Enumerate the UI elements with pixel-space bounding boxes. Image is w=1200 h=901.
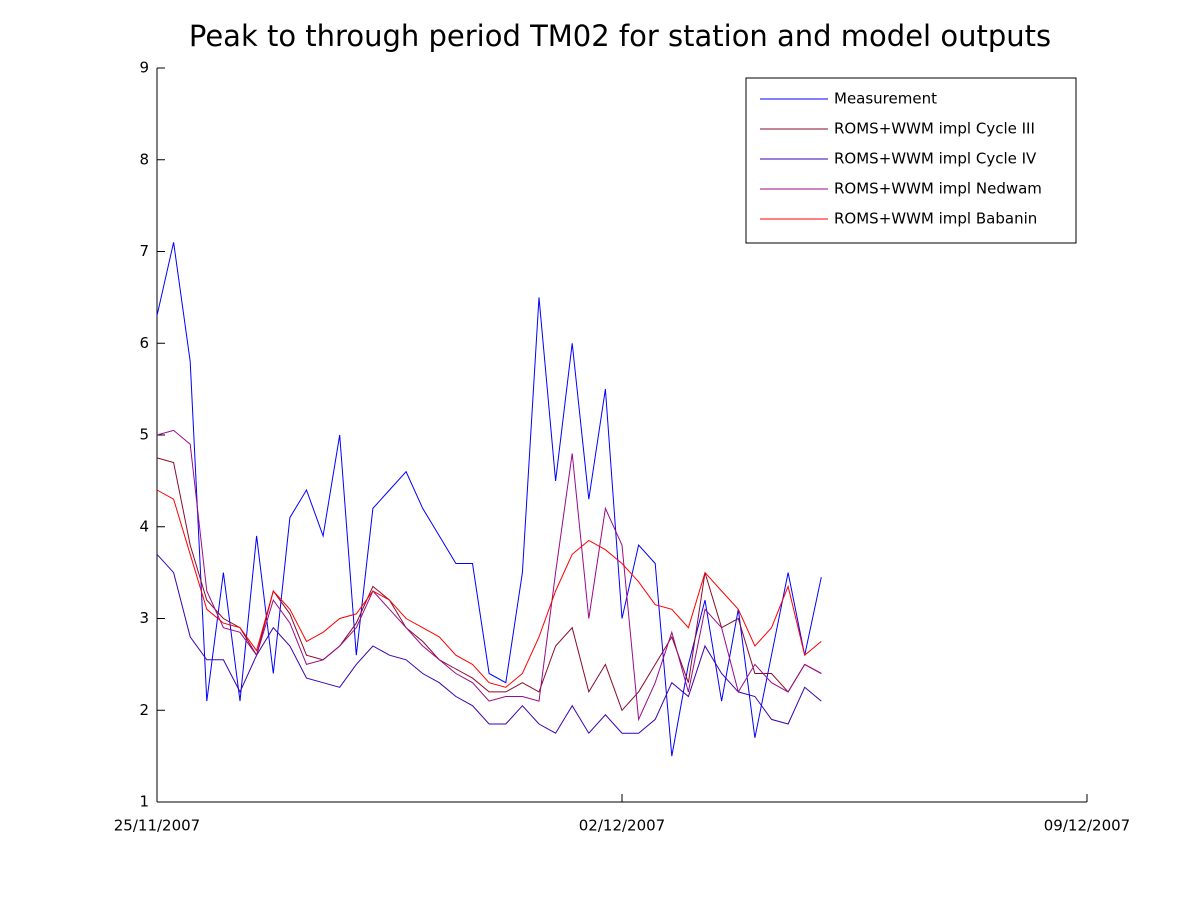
series-line	[156, 242, 822, 757]
chart-title: Peak to through period TM02 for station …	[189, 19, 1051, 53]
y-tick-label: 3	[139, 609, 149, 627]
y-tick-label: 6	[139, 334, 149, 352]
y-tick-label: 1	[139, 793, 149, 811]
legend-label: ROMS+WWM impl Babanin	[834, 210, 1037, 228]
y-tick-label: 8	[139, 150, 149, 168]
y-tick-label: 5	[139, 426, 149, 444]
legend-label: ROMS+WWM impl Cycle III	[834, 120, 1035, 138]
y-tick-label: 7	[139, 242, 149, 260]
y-tick-label: 9	[139, 59, 149, 77]
series-line	[156, 489, 822, 688]
legend-label: ROMS+WWM impl Cycle IV	[834, 150, 1037, 168]
y-tick-label: 2	[139, 701, 149, 719]
x-tick-label: 25/11/2007	[114, 817, 200, 835]
legend-box	[745, 77, 1077, 244]
series-line	[156, 553, 822, 735]
y-tick-label: 4	[139, 517, 149, 535]
x-tick-label: 09/12/2007	[1044, 817, 1130, 835]
x-tick-label: 02/12/2007	[579, 817, 665, 835]
series-line	[156, 429, 822, 722]
legend-label: Measurement	[834, 90, 937, 108]
legend-label: ROMS+WWM impl Nedwam	[834, 180, 1042, 198]
